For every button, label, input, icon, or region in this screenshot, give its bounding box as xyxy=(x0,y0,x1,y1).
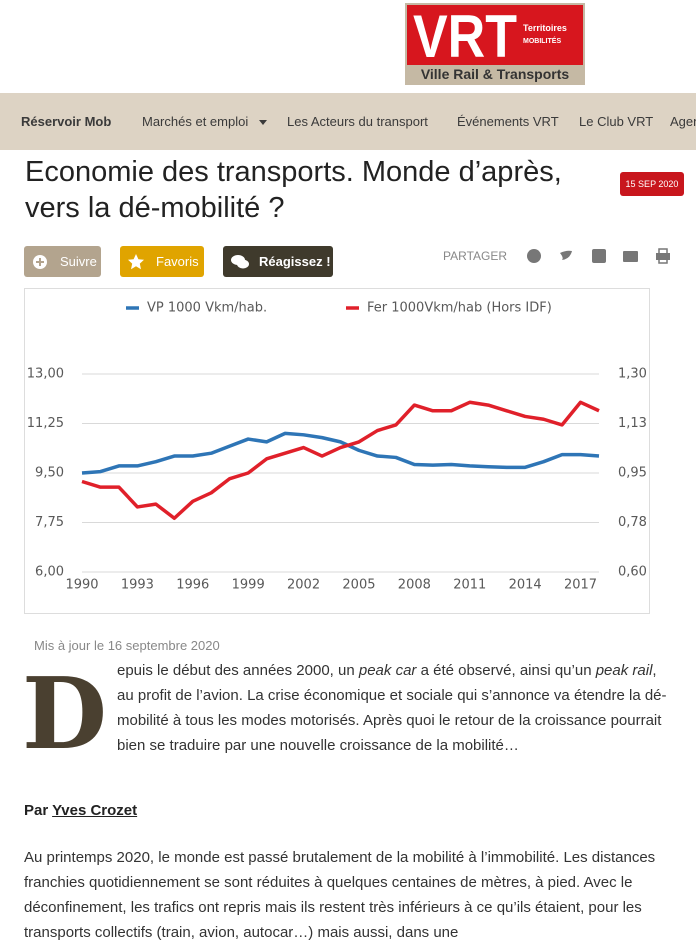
logo[interactable]: VRT Territoires MOBILITÉS Ville Rail & T… xyxy=(405,3,585,85)
favorite-button[interactable]: Favoris xyxy=(120,246,204,277)
logo-name: Ville Rail & Transports xyxy=(421,66,570,82)
article-title: Economie des transports. Monde d’après, … xyxy=(25,154,615,226)
nav-item[interactable]: Événements VRT xyxy=(457,114,559,129)
nav-item[interactable]: Les Acteurs du transport xyxy=(287,114,428,129)
caret xyxy=(259,120,267,125)
y2-tick-label: 0,95 xyxy=(618,466,647,481)
share-icons xyxy=(527,248,670,264)
button-label: Réagissez ! xyxy=(259,254,331,269)
chart-frame: 6,00 7,75 9,50 11,25 13,00 0,60 0,78 0,95 1,13 1,… xyxy=(24,288,650,614)
nav-item[interactable]: Marchés et emploi xyxy=(142,114,249,129)
y2-tick-label: 0,78 xyxy=(618,515,647,530)
y2-tick-label: 0,60 xyxy=(618,565,647,580)
follow-button[interactable]: Suivre xyxy=(24,246,101,277)
linkedin-icon[interactable] xyxy=(592,249,606,263)
text: epuis le début des années 2000, un xyxy=(117,662,359,679)
y2-tick-label: 1,30 xyxy=(618,367,647,382)
text: peak car xyxy=(358,662,417,679)
x-tick-label: 2014 xyxy=(509,578,542,593)
series-line xyxy=(81,431,600,475)
drop-cap: D xyxy=(22,657,107,772)
byline-prefix: Par xyxy=(24,802,49,819)
button-label: Suivre xyxy=(60,254,97,269)
nav-item[interactable]: Réservoir Mob xyxy=(21,114,112,129)
x-tick-label: 2008 xyxy=(398,578,431,593)
title-line: vers la dé-mobilité ? xyxy=(25,192,285,224)
text: , au profit de l’avion. La crise économi… xyxy=(117,662,667,754)
series-line xyxy=(81,400,600,521)
nav-item[interactable]: Le Club VRT xyxy=(579,114,654,129)
date-badge: 15 SEP 2020 xyxy=(620,172,684,196)
x-tick-label: 2005 xyxy=(342,578,375,593)
twitter-icon[interactable] xyxy=(560,250,572,260)
author-link[interactable]: Yves Crozet xyxy=(52,802,138,819)
logo-tagline: MOBILITÉS xyxy=(523,36,561,45)
print-icon[interactable] xyxy=(656,253,670,260)
paragraph: Au printemps 2020, le monde est passé br… xyxy=(24,849,656,941)
x-tick-label: 1999 xyxy=(232,578,265,593)
y-tick-label: 7,75 xyxy=(35,515,64,530)
text: peak rail xyxy=(595,662,653,679)
y-tick-label: 9,50 xyxy=(35,466,64,481)
y-tick-label: 13,00 xyxy=(27,367,64,382)
nav-bar: Réservoir Mob Marchés et emploi Les Acte… xyxy=(0,93,696,150)
icon xyxy=(33,255,47,269)
y2-tick-label: 1,13 xyxy=(618,416,647,431)
y-tick-label: 6,00 xyxy=(35,565,64,580)
button-label: Favoris xyxy=(156,254,199,269)
byline: Par Yves Crozet xyxy=(24,802,137,819)
logo-brand: VRT xyxy=(413,3,517,70)
x-tick-label: 2017 xyxy=(564,578,597,593)
mail-icon[interactable] xyxy=(623,251,638,262)
comment-button[interactable]: Réagissez ! xyxy=(223,246,333,277)
icon xyxy=(128,254,144,270)
x-tick-label: 1990 xyxy=(65,578,98,593)
logo-red xyxy=(407,5,583,65)
icon xyxy=(231,255,249,269)
share-label: PARTAGER xyxy=(443,249,508,263)
y-tick-label: 11,25 xyxy=(27,416,64,431)
chart: 6,00 7,75 9,50 11,25 13,00 0,60 0,78 0,95 1,13 1,… xyxy=(27,301,647,593)
title-line: Economie des transports. Monde d’après, xyxy=(25,156,562,188)
x-tick-label: 2002 xyxy=(287,578,320,593)
facebook-icon[interactable] xyxy=(527,249,541,263)
text: a été observé, ainsi qu’un xyxy=(416,662,596,679)
nav-item[interactable]: Agenda xyxy=(670,114,696,129)
x-tick-label: 2011 xyxy=(453,578,486,593)
legend-label: VP 1000 Vkm/hab. xyxy=(147,301,267,316)
legend-label: Fer 1000Vkm/hab (Hors IDF) xyxy=(367,301,552,316)
x-tick-label: 1993 xyxy=(121,578,154,593)
intro: epuis le début des années 2000, un peak … xyxy=(117,658,677,758)
x-tick-label: 1996 xyxy=(176,578,209,593)
update-date: Mis à jour le 16 septembre 2020 xyxy=(34,638,220,653)
logo-tagline: Territoires xyxy=(523,23,567,33)
